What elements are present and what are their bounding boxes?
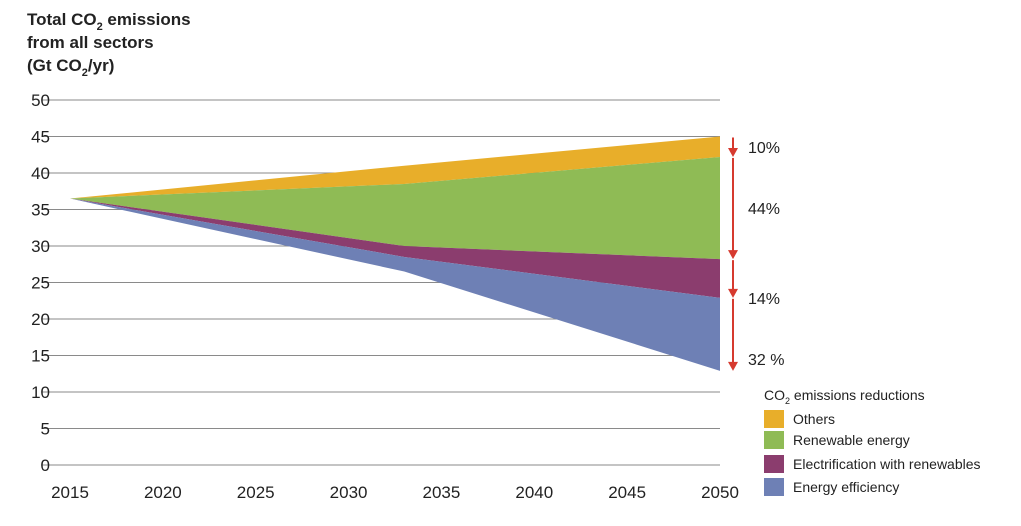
legend: Others Renewable energy Electrification wi… xyxy=(764,410,981,496)
reduction-arrow-head xyxy=(728,147,738,157)
chart-title-line-1: Total CO2 emissions xyxy=(27,10,191,33)
y-axis: 0 5 10 15 20 25 30 35 40 45 50 xyxy=(31,91,50,475)
x-axis: 2015 2020 2025 2030 2035 2040 2045 2050 xyxy=(51,483,739,502)
area-series xyxy=(70,136,720,371)
x-tick-label: 2045 xyxy=(608,483,646,502)
area-renewable-energy xyxy=(70,156,720,260)
y-tick-label: 0 xyxy=(41,456,50,475)
y-tick-label: 25 xyxy=(31,274,50,293)
reduction-percentage: 14% xyxy=(748,291,780,308)
x-tick-label: 2050 xyxy=(701,483,739,502)
legend-swatch xyxy=(764,410,784,428)
chart-title-line-3: (Gt CO2/yr) xyxy=(27,56,114,79)
legend-swatch xyxy=(764,455,784,473)
legend-swatch xyxy=(764,478,784,496)
y-tick-label: 5 xyxy=(41,420,50,439)
y-tick-label: 45 xyxy=(31,128,50,147)
x-tick-label: 2025 xyxy=(237,483,275,502)
x-tick-label: 2015 xyxy=(51,483,89,502)
x-tick-label: 2035 xyxy=(423,483,461,502)
legend-title: CO2 emissions reductions xyxy=(764,387,925,406)
y-tick-label: 30 xyxy=(31,237,50,256)
reduction-percentage: 32 % xyxy=(748,352,784,369)
chart-title-line-2: from all sectors xyxy=(27,33,154,52)
area-energy-efficiency xyxy=(70,198,720,371)
reduction-percentage: 10% xyxy=(748,140,780,157)
y-tick-label: 35 xyxy=(31,201,50,220)
area-others xyxy=(70,136,720,199)
legend-label: Renewable energy xyxy=(793,432,910,448)
y-tick-label: 40 xyxy=(31,164,50,183)
x-tick-label: 2040 xyxy=(515,483,553,502)
x-tick-label: 2020 xyxy=(144,483,182,502)
x-tick-label: 2030 xyxy=(330,483,368,502)
reduction-arrow-head xyxy=(728,250,738,260)
reduction-percentages: 10% 44% 14% 32 % xyxy=(748,140,784,369)
legend-label: Energy efficiency xyxy=(793,479,899,495)
y-tick-label: 15 xyxy=(31,347,50,366)
reduction-arrows xyxy=(728,137,738,371)
y-tick-label: 20 xyxy=(31,310,50,329)
area-electrification xyxy=(70,198,720,298)
legend-label: Electrification with renewables xyxy=(793,456,981,472)
reduction-percentage: 44% xyxy=(748,201,780,218)
y-tick-label: 10 xyxy=(31,383,50,402)
y-tick-label: 50 xyxy=(31,91,50,110)
reduction-arrow-head xyxy=(728,361,738,371)
reduction-arrow-head xyxy=(728,288,738,298)
legend-label: Others xyxy=(793,411,835,427)
legend-swatch xyxy=(764,431,784,449)
